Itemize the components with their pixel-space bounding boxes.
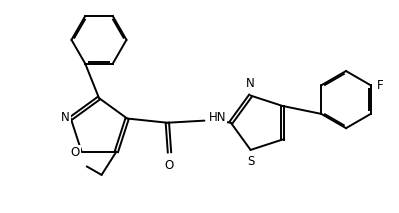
Text: O: O xyxy=(165,159,174,172)
Text: F: F xyxy=(377,79,384,92)
Text: N: N xyxy=(246,77,255,90)
Text: S: S xyxy=(247,155,254,168)
Text: HN: HN xyxy=(209,111,226,124)
Text: N: N xyxy=(61,111,70,124)
Text: O: O xyxy=(71,146,80,159)
